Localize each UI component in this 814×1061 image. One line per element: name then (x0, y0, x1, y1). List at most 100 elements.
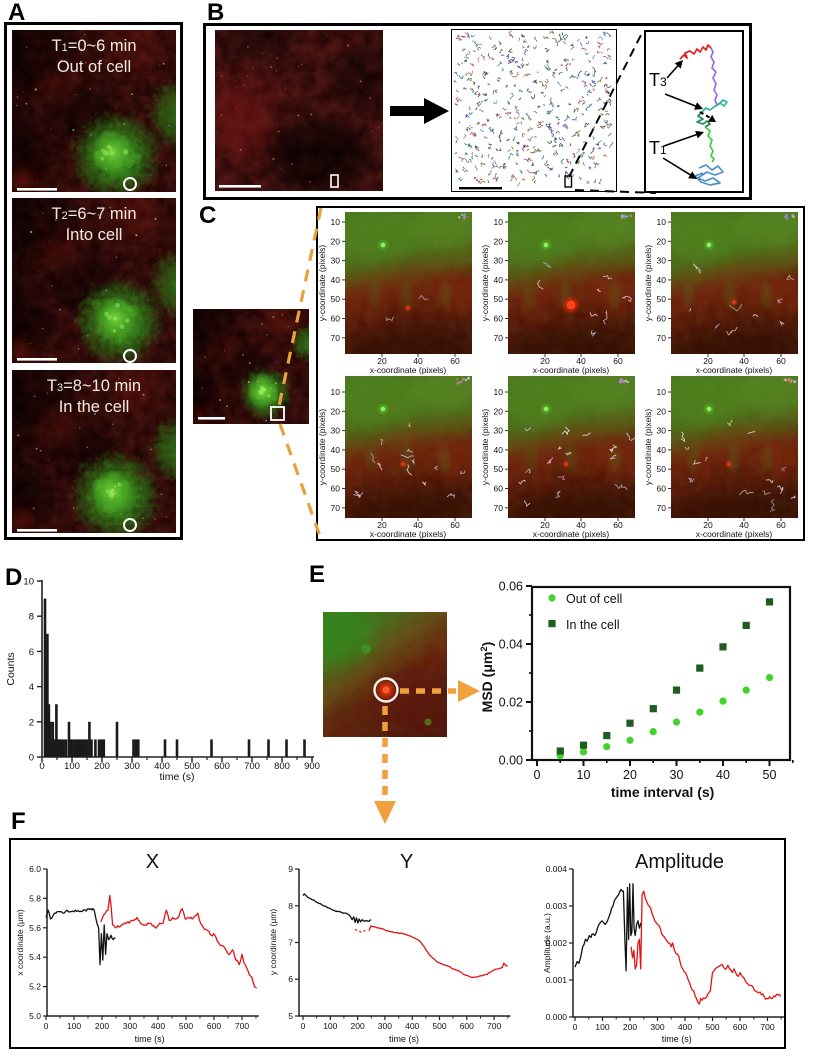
svg-text:0.000: 0.000 (546, 1012, 568, 1022)
svg-text:300: 300 (123, 1021, 137, 1031)
svg-text:40: 40 (413, 520, 423, 530)
svg-text:x-coordinate (pixels): x-coordinate (pixels) (533, 365, 610, 375)
svg-text:5.8: 5.8 (29, 893, 41, 903)
svg-text:40: 40 (657, 445, 667, 455)
svg-text:20: 20 (494, 406, 504, 416)
svg-text:time (s): time (s) (160, 771, 195, 783)
svg-text:0.003: 0.003 (546, 901, 568, 911)
svg-text:100: 100 (323, 1021, 337, 1031)
svg-text:40: 40 (657, 275, 667, 285)
svg-text:500: 500 (705, 1022, 719, 1032)
svg-text:100: 100 (595, 1022, 609, 1032)
svg-text:10: 10 (657, 387, 667, 397)
svg-text:30: 30 (657, 256, 667, 266)
svg-text:10: 10 (494, 217, 504, 227)
svg-text:900: 900 (304, 761, 320, 772)
svg-text:40: 40 (576, 356, 586, 366)
svg-text:70: 70 (657, 333, 667, 343)
svg-text:5.4: 5.4 (29, 952, 41, 962)
svg-text:400: 400 (151, 1021, 165, 1031)
svg-text:60: 60 (331, 484, 341, 494)
svg-text:time (s): time (s) (135, 1034, 165, 1044)
svg-text:50: 50 (657, 294, 667, 304)
svg-text:60: 60 (776, 520, 786, 530)
svg-text:70: 70 (331, 503, 341, 513)
svg-text:0: 0 (573, 1022, 578, 1032)
svg-text:0.004: 0.004 (546, 864, 568, 874)
svg-text:60: 60 (657, 314, 667, 324)
svg-text:20: 20 (703, 520, 713, 530)
svg-text:20: 20 (703, 356, 713, 366)
svg-text:60: 60 (331, 314, 341, 324)
svg-text:y-coordinate (pixels): y-coordinate (pixels) (317, 245, 327, 322)
svg-text:60: 60 (776, 356, 786, 366)
svg-text:50: 50 (657, 464, 667, 474)
svg-text:5.6: 5.6 (29, 923, 41, 933)
svg-text:20: 20 (540, 356, 550, 366)
svg-text:40: 40 (494, 275, 504, 285)
svg-text:Counts: Counts (5, 652, 17, 685)
svg-text:6: 6 (29, 647, 34, 658)
svg-text:40: 40 (413, 356, 423, 366)
svg-text:In the cell: In the cell (566, 618, 620, 632)
svg-text:70: 70 (494, 333, 504, 343)
svg-text:300: 300 (378, 1021, 392, 1031)
svg-text:70: 70 (331, 333, 341, 343)
svg-text:300: 300 (124, 761, 140, 772)
svg-text:MSD (μm2): MSD (μm2) (479, 642, 495, 713)
svg-text:0.00: 0.00 (499, 754, 523, 768)
svg-text:60: 60 (450, 520, 460, 530)
svg-text:700: 700 (235, 1021, 249, 1031)
svg-text:0.001: 0.001 (546, 975, 568, 985)
svg-text:y-coordinate (pixels): y-coordinate (pixels) (317, 409, 327, 486)
svg-text:time (s): time (s) (389, 1034, 419, 1044)
svg-text:0: 0 (301, 1021, 306, 1031)
svg-text:x-coordinate (pixels): x-coordinate (pixels) (696, 529, 773, 539)
svg-text:800: 800 (274, 761, 290, 772)
svg-text:0: 0 (39, 761, 44, 772)
svg-text:Out of cell: Out of cell (566, 592, 622, 606)
svg-text:8: 8 (288, 901, 293, 911)
svg-text:20: 20 (657, 236, 667, 246)
svg-text:Amplitude: Amplitude (635, 851, 724, 873)
svg-text:20: 20 (623, 768, 637, 782)
svg-text:300: 300 (650, 1022, 664, 1032)
svg-text:50: 50 (494, 464, 504, 474)
svg-text:30: 30 (494, 256, 504, 266)
svg-text:200: 200 (351, 1021, 365, 1031)
svg-text:x coordinate (μm): x coordinate (μm) (15, 909, 25, 975)
svg-text:7: 7 (288, 938, 293, 948)
svg-text:40: 40 (494, 445, 504, 455)
svg-text:400: 400 (405, 1021, 419, 1031)
svg-text:10: 10 (657, 217, 667, 227)
svg-text:40: 40 (739, 520, 749, 530)
svg-text:100: 100 (67, 1021, 81, 1031)
svg-text:200: 200 (94, 761, 110, 772)
svg-text:700: 700 (244, 761, 260, 772)
svg-text:20: 20 (331, 236, 341, 246)
svg-text:30: 30 (331, 256, 341, 266)
svg-text:6: 6 (288, 974, 293, 984)
svg-text:200: 200 (623, 1022, 637, 1032)
svg-text:30: 30 (670, 768, 684, 782)
svg-text:20: 20 (331, 406, 341, 416)
svg-text:Y: Y (400, 851, 413, 873)
svg-text:0.06: 0.06 (499, 580, 523, 594)
svg-text:30: 30 (494, 426, 504, 436)
svg-text:700: 700 (760, 1022, 774, 1032)
svg-text:60: 60 (613, 356, 623, 366)
svg-text:40: 40 (716, 768, 730, 782)
svg-text:500: 500 (179, 1021, 193, 1031)
svg-text:y-coordinate (pixels): y-coordinate (pixels) (480, 245, 490, 322)
svg-text:4: 4 (29, 682, 34, 693)
svg-text:30: 30 (331, 426, 341, 436)
svg-text:x-coordinate (pixels): x-coordinate (pixels) (370, 365, 447, 375)
svg-text:70: 70 (494, 503, 504, 513)
svg-text:10: 10 (331, 387, 341, 397)
svg-text:y-coordinate (pixels): y-coordinate (pixels) (643, 245, 653, 322)
svg-text:400: 400 (678, 1022, 692, 1032)
svg-text:x-coordinate (pixels): x-coordinate (pixels) (533, 529, 610, 539)
svg-text:x-coordinate (pixels): x-coordinate (pixels) (370, 529, 447, 539)
svg-text:50: 50 (331, 294, 341, 304)
svg-text:0.04: 0.04 (499, 638, 523, 652)
